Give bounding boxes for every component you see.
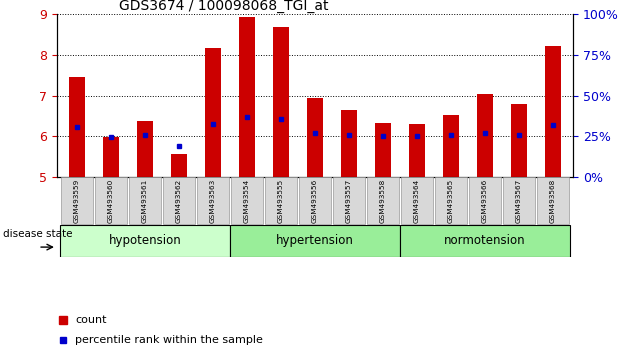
Bar	[341, 110, 357, 177]
Bar	[375, 123, 391, 177]
Bar	[230, 225, 400, 257]
Bar	[273, 27, 289, 177]
Bar	[239, 17, 255, 177]
Text: disease state: disease state	[4, 229, 73, 239]
Bar	[299, 177, 331, 224]
Text: count: count	[76, 315, 107, 325]
Bar	[94, 177, 127, 224]
Bar	[512, 104, 527, 177]
Text: normotension: normotension	[444, 234, 526, 247]
Bar	[410, 124, 425, 177]
Bar	[503, 177, 536, 224]
Text: GSM493566: GSM493566	[482, 179, 488, 223]
Bar	[265, 177, 297, 224]
Text: hypertension: hypertension	[276, 234, 354, 247]
Bar	[469, 177, 501, 224]
Text: GSM493562: GSM493562	[176, 179, 182, 223]
Text: GSM493555: GSM493555	[278, 179, 284, 223]
Text: GSM493565: GSM493565	[448, 179, 454, 223]
Bar	[163, 177, 195, 224]
Bar	[60, 177, 93, 224]
Bar	[401, 177, 433, 224]
Text: GSM493568: GSM493568	[550, 179, 556, 223]
Bar	[435, 177, 467, 224]
Bar	[205, 47, 220, 177]
Text: hypotension: hypotension	[109, 234, 181, 247]
Bar	[171, 154, 186, 177]
Bar	[129, 177, 161, 224]
Bar	[545, 46, 561, 177]
Bar	[333, 177, 365, 224]
Text: GDS3674 / 100098068_TGI_at: GDS3674 / 100098068_TGI_at	[118, 0, 328, 13]
Bar	[69, 77, 85, 177]
Text: GSM493561: GSM493561	[142, 179, 148, 223]
Bar	[103, 137, 118, 177]
Bar	[478, 93, 493, 177]
Bar	[307, 98, 323, 177]
Text: percentile rank within the sample: percentile rank within the sample	[76, 335, 263, 345]
Text: GSM493563: GSM493563	[210, 179, 216, 223]
Bar	[444, 115, 459, 177]
Bar	[197, 177, 229, 224]
Text: GSM493560: GSM493560	[108, 179, 114, 223]
Bar	[400, 225, 570, 257]
Text: GSM493558: GSM493558	[380, 179, 386, 223]
Bar	[367, 177, 399, 224]
Text: GSM493557: GSM493557	[346, 179, 352, 223]
Text: GSM493554: GSM493554	[244, 179, 250, 223]
Text: GSM493567: GSM493567	[516, 179, 522, 223]
Bar	[137, 121, 152, 177]
Bar	[60, 225, 230, 257]
Text: GSM493559: GSM493559	[74, 179, 80, 223]
Bar	[231, 177, 263, 224]
Bar	[537, 177, 570, 224]
Text: GSM493556: GSM493556	[312, 179, 318, 223]
Text: GSM493564: GSM493564	[414, 179, 420, 223]
